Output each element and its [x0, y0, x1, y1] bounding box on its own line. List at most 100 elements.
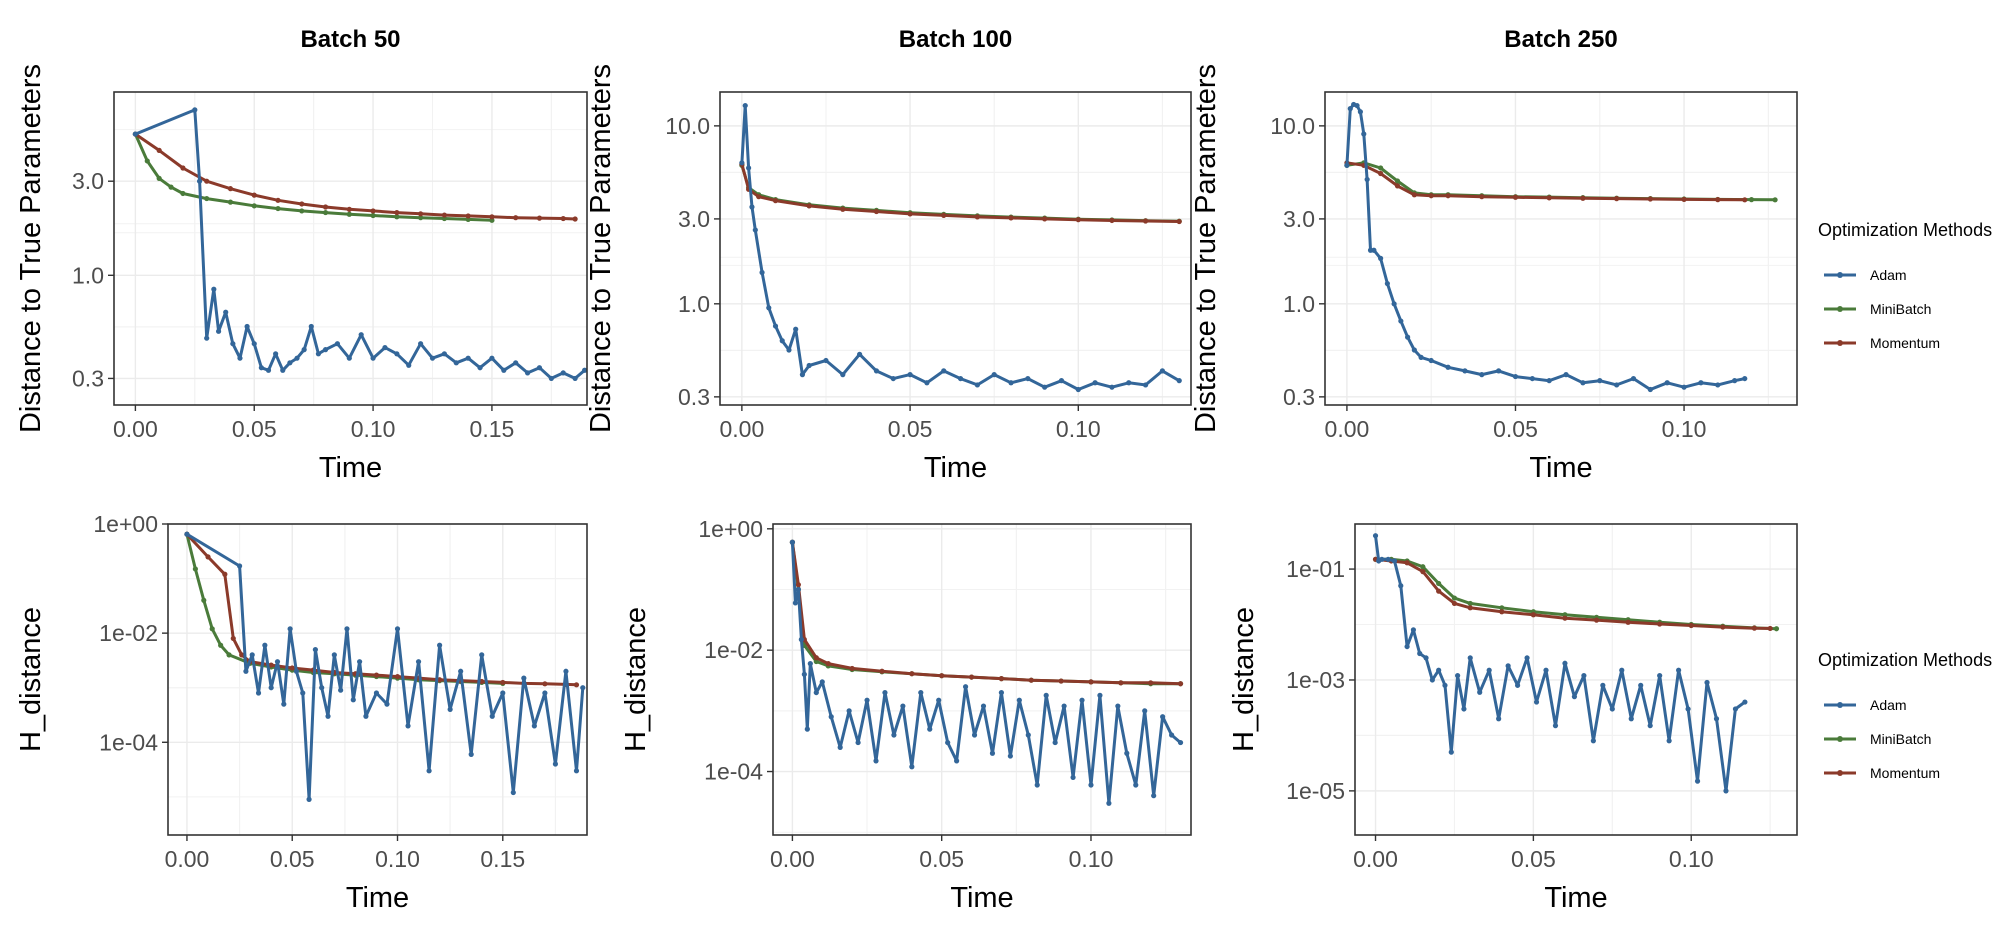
data-point-adam [542, 690, 548, 696]
chart-panel-2: 0.00 0.05 0.10 0.3 1.0 3.0 10.0 Time Distance to… [585, 26, 1192, 484]
data-point-momentum [1008, 215, 1014, 221]
data-point-adam [745, 165, 752, 171]
data-point-adam [293, 668, 300, 674]
data-point-adam [798, 636, 804, 643]
data-point-adam [406, 362, 412, 368]
data-point-adam [184, 531, 190, 537]
data-point-adam [813, 689, 819, 696]
data-point-adam [325, 713, 331, 719]
data-point-minibatch [1499, 605, 1505, 611]
data-point-momentum [849, 665, 855, 672]
x-tick-label: 0.10 [375, 846, 420, 872]
y-tick-label: 1e+00 [698, 516, 763, 542]
data-point-momentum [251, 192, 257, 198]
data-point-momentum [873, 208, 880, 215]
data-point-adam [1742, 699, 1748, 705]
data-point-momentum [489, 214, 495, 220]
data-point-adam [536, 365, 543, 371]
data-point-momentum [268, 662, 274, 668]
legend-key-point-minibatch [1837, 306, 1843, 312]
y-tick-label: 0.3 [678, 384, 710, 410]
data-point-momentum [1715, 197, 1721, 203]
data-point-momentum [1394, 183, 1401, 189]
data-point-minibatch [144, 158, 150, 164]
gridlines [114, 92, 587, 405]
data-point-adam [1698, 380, 1704, 386]
x-tick-label: 0.05 [232, 416, 277, 442]
data-point-adam [548, 375, 554, 382]
data-point-adam [1715, 382, 1721, 388]
data-point-adam [315, 351, 322, 357]
data-point-minibatch [1451, 595, 1458, 601]
chart-panel-6: 0.00 0.05 0.10 1e-05 1e-03 1e-01 Time H_distanc… [1228, 523, 1798, 914]
data-point-momentum [346, 206, 352, 212]
data-point-momentum [909, 671, 915, 677]
data-point-momentum [1445, 193, 1451, 199]
data-point-adam [1543, 667, 1549, 673]
series-group [1372, 533, 1780, 794]
data-point-momentum [560, 215, 566, 222]
data-point-momentum [1028, 677, 1034, 683]
data-point-adam [1092, 380, 1098, 386]
data-point-adam [1168, 732, 1175, 738]
plot-background [1325, 92, 1797, 405]
x-tick-label: 0.00 [719, 416, 764, 442]
y-tick-label: 0.3 [72, 365, 104, 391]
data-point-momentum [373, 672, 380, 678]
panel-title: Batch 250 [1504, 26, 1617, 53]
data-point-momentum [1378, 170, 1384, 177]
data-point-momentum [513, 215, 519, 221]
data-point-adam [1398, 318, 1404, 324]
data-point-momentum [1118, 680, 1124, 686]
legend-title: Optimization Methods [1818, 650, 1992, 670]
data-point-momentum [998, 676, 1005, 682]
data-point-minibatch [394, 214, 400, 220]
data-point-adam [1354, 102, 1360, 109]
data-point-adam [1124, 750, 1130, 756]
data-point-adam [1529, 375, 1535, 382]
data-point-adam [458, 668, 464, 674]
data-point-adam [334, 341, 341, 347]
data-point-adam [243, 668, 249, 674]
data-point-adam [1364, 176, 1370, 183]
x-tick-label: 0.10 [1056, 416, 1101, 442]
legend-label-adam: Adam [1870, 697, 1907, 713]
data-point-adam [274, 659, 281, 665]
data-point-adam [319, 685, 325, 691]
data-point-adam [927, 726, 933, 732]
data-point-adam [1398, 583, 1404, 589]
data-point-adam [1723, 788, 1729, 794]
data-point-minibatch [370, 212, 376, 219]
data-point-minibatch [1467, 600, 1473, 607]
data-point-adam [1391, 301, 1397, 307]
data-point-minibatch [299, 208, 305, 214]
data-point-minibatch [1772, 197, 1778, 203]
y-tick-label: 10.0 [665, 113, 710, 139]
data-point-adam [1176, 378, 1182, 384]
data-point-adam [258, 365, 264, 371]
data-point-adam [900, 703, 906, 709]
data-point-adam [807, 661, 813, 667]
series-group [1344, 101, 1778, 393]
series-line-momentum [1346, 161, 1745, 202]
series-line-momentum [134, 132, 576, 221]
data-point-adam [918, 689, 924, 696]
plot-border [167, 523, 588, 836]
data-point-adam [312, 646, 318, 653]
data-point-adam [1115, 703, 1121, 709]
data-point-momentum [1647, 196, 1653, 202]
y-tick-label: 1.0 [1283, 291, 1315, 317]
data-point-adam [1025, 375, 1031, 382]
data-point-momentum [879, 668, 885, 674]
data-point-momentum [1420, 569, 1426, 575]
data-point-adam [823, 357, 829, 364]
data-point-adam [1411, 347, 1417, 353]
data-point-adam [363, 713, 369, 719]
data-point-adam [211, 286, 217, 292]
data-point-adam [980, 703, 987, 709]
data-point-adam [215, 328, 222, 334]
y-tick-label: 1e-01 [1286, 556, 1345, 582]
data-point-momentum [907, 211, 913, 217]
data-point-adam [273, 351, 279, 357]
data-point-adam [857, 351, 863, 357]
